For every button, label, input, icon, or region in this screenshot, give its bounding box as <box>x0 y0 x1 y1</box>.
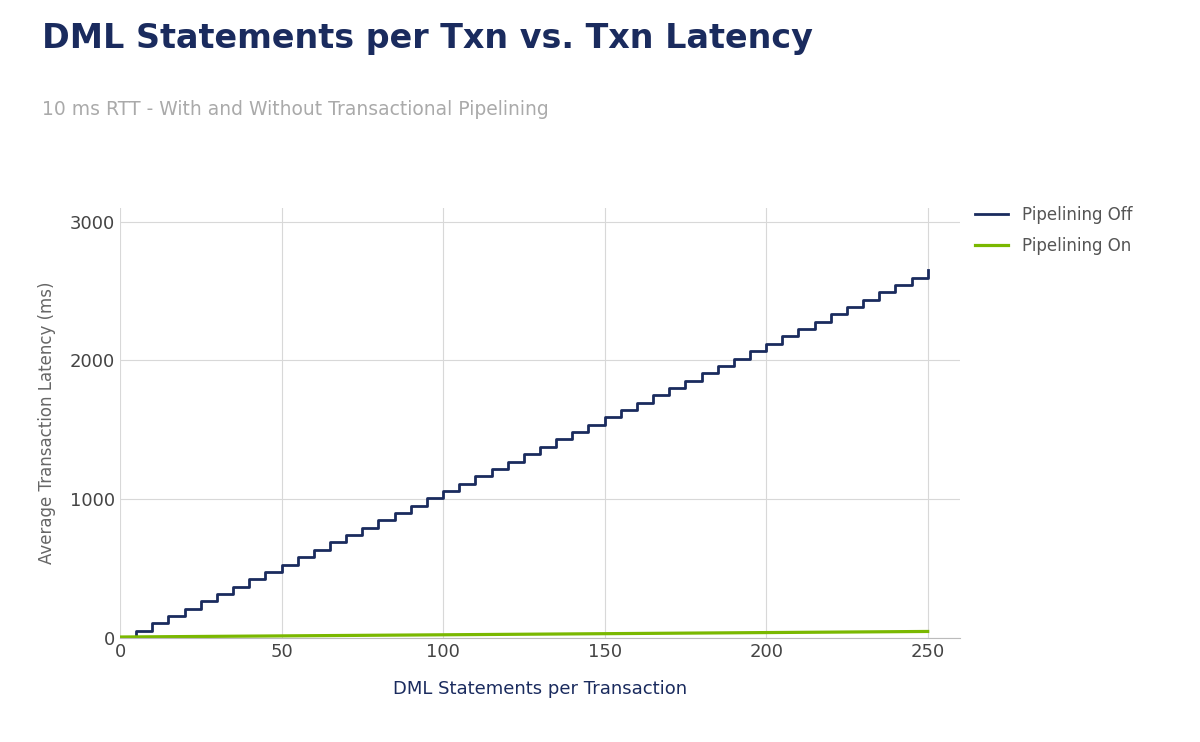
Pipelining Off <box>920 266 935 275</box>
Y-axis label: Average Transaction Latency (ms): Average Transaction Latency (ms) <box>38 282 56 564</box>
Pipelining Off <box>371 516 385 525</box>
Pipelining On <box>113 633 127 642</box>
Line: Pipelining Off: Pipelining Off <box>120 270 928 638</box>
Pipelining Off <box>646 391 660 400</box>
Line: Pipelining On: Pipelining On <box>120 631 928 637</box>
Pipelining Off <box>113 634 127 643</box>
Pipelining On <box>920 627 935 636</box>
X-axis label: DML Statements per Transaction: DML Statements per Transaction <box>392 680 688 698</box>
Pipelining On <box>905 627 919 636</box>
Pipelining On <box>695 628 709 637</box>
Pipelining Off <box>695 369 709 378</box>
Pipelining Off <box>290 553 305 562</box>
Text: DML Statements per Txn vs. Txn Latency: DML Statements per Txn vs. Txn Latency <box>42 22 812 55</box>
Pipelining On <box>646 629 660 638</box>
Pipelining Off <box>905 273 919 282</box>
Pipelining On <box>290 631 305 640</box>
Pipelining On <box>371 631 385 640</box>
Pipelining Off <box>355 523 370 532</box>
Pipelining On <box>355 631 370 640</box>
Legend: Pipelining Off, Pipelining On: Pipelining Off, Pipelining On <box>968 199 1139 262</box>
Text: 10 ms RTT - With and Without Transactional Pipelining: 10 ms RTT - With and Without Transaction… <box>42 100 548 119</box>
